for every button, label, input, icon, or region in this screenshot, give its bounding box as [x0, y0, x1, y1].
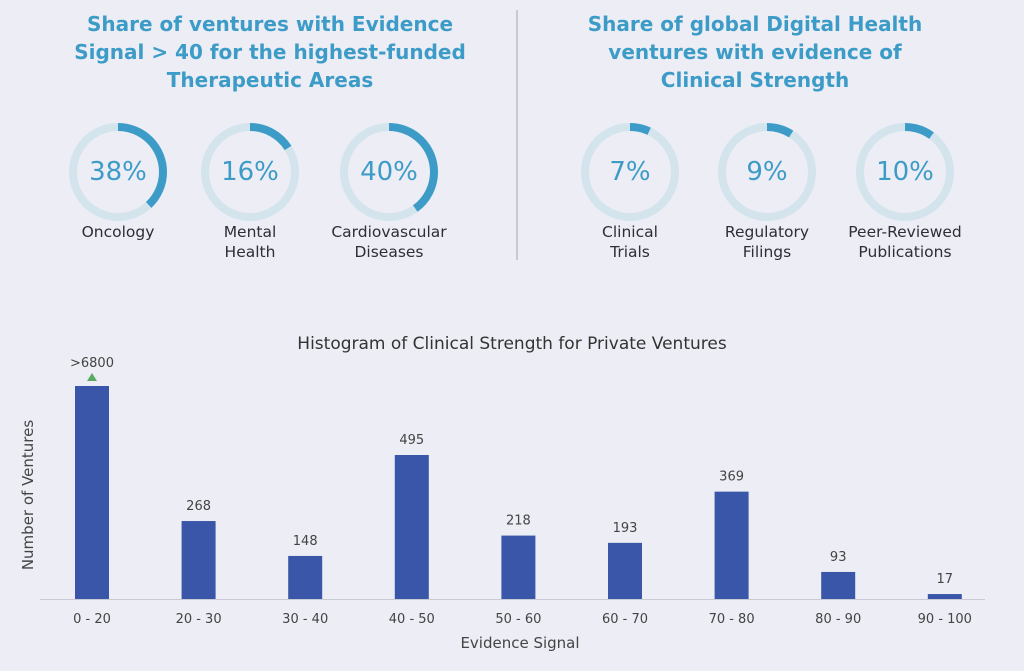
data-label-0: >6800 [70, 356, 114, 371]
donut-ring [69, 123, 167, 221]
donut-clinical-trials: 7% [575, 117, 685, 227]
tick-label-6: 70 - 80 [709, 612, 755, 627]
data-label-6: 369 [719, 470, 744, 485]
donut-ring [340, 123, 438, 221]
x-axis-label: Evidence Signal [460, 634, 579, 652]
donut-value: 7% [609, 157, 651, 187]
data-label-3: 495 [399, 433, 424, 448]
donut-value: 10% [876, 157, 934, 187]
donut-label-regulatory-filings: Regulatory Filings [724, 223, 810, 261]
donut-arc [581, 123, 679, 221]
tick-label-4: 50 - 60 [495, 612, 541, 627]
bar-7 [821, 571, 856, 599]
donut-arc [69, 123, 167, 221]
donut-value: 40% [360, 157, 418, 187]
donut-ring [201, 123, 299, 221]
donut-value: 16% [221, 157, 279, 187]
data-label-5: 193 [613, 521, 638, 536]
donut-value: 9% [746, 157, 788, 187]
tick-label-7: 80 - 90 [815, 612, 861, 627]
tick-label-2: 30 - 40 [282, 612, 328, 627]
donut-ring [581, 123, 679, 221]
data-label-4: 218 [506, 514, 531, 529]
donut-arc [340, 123, 438, 221]
bar-8 [927, 594, 962, 599]
tick-label-5: 60 - 70 [602, 612, 648, 627]
panel-divider [516, 10, 518, 260]
truncation-marker [87, 373, 97, 381]
bar-6 [714, 491, 749, 599]
left-panel-title: Share of ventures with Evidence Signal >… [74, 12, 466, 92]
donut-label-clinical-trials: Clinical Trials [602, 223, 658, 261]
tick-label-8: 90 - 100 [918, 612, 972, 627]
right-panel-title: Share of global Digital Health ventures … [587, 12, 923, 92]
donut-peer-reviewed: 10% [850, 117, 960, 227]
data-label-2: 148 [293, 534, 318, 549]
donut-arc [856, 123, 954, 221]
donut-value: 38% [89, 157, 147, 187]
donut-ring [856, 123, 954, 221]
donut-arc [201, 123, 299, 221]
donut-cardiovascular: 40% [334, 117, 444, 227]
donut-label-cardiovascular: Cardiovascular Diseases [331, 223, 447, 261]
bar-0 [75, 386, 109, 599]
chart-title: Histogram of Clinical Strength for Priva… [297, 334, 727, 354]
donut-label-oncology: Oncology [81, 223, 155, 241]
donut-mental-health: 16% [195, 117, 305, 227]
data-label-1: 268 [186, 499, 211, 514]
bar-4 [501, 535, 536, 599]
bar-1 [181, 521, 216, 599]
donut-label-mental-health: Mental Health [223, 223, 277, 261]
data-label-7: 93 [830, 550, 847, 565]
donut-arc [718, 123, 816, 221]
tick-label-1: 20 - 30 [176, 612, 222, 627]
donut-regulatory-filings: 9% [712, 117, 822, 227]
bar-3 [394, 455, 429, 599]
donut-oncology: 38% [63, 117, 173, 227]
tick-label-3: 40 - 50 [389, 612, 435, 627]
bar-2 [288, 555, 323, 599]
y-axis-label: Number of Ventures [19, 420, 37, 571]
bar-5 [608, 542, 642, 599]
tick-label-0: 0 - 20 [73, 612, 111, 627]
data-label-8: 17 [937, 572, 954, 587]
donut-label-peer-reviewed: Peer-Reviewed Publications [848, 223, 962, 261]
donut-ring [718, 123, 816, 221]
